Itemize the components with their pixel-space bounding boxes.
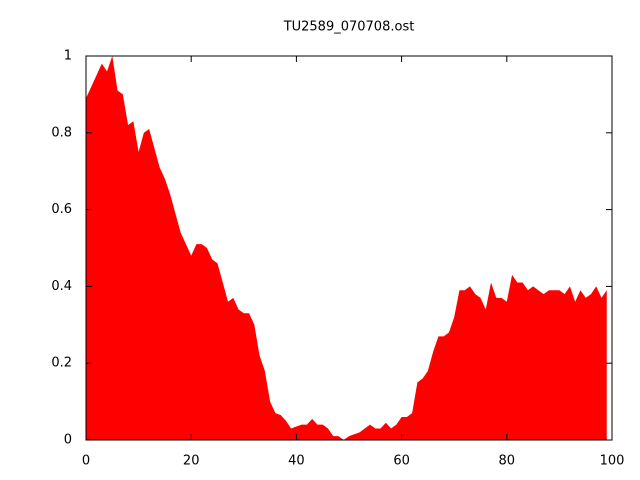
x-tick-label: 0 [82, 454, 90, 469]
x-tick-label: 20 [183, 454, 200, 469]
y-tick-label: 0 [64, 433, 72, 448]
y-tick-label: 1 [64, 49, 72, 64]
y-tick-label: 0.6 [51, 202, 72, 217]
x-tick-label: 100 [600, 454, 625, 469]
chart-title: TU2589_070708.ost [283, 20, 415, 35]
y-tick-label: 0.8 [51, 125, 72, 140]
x-tick-label: 40 [288, 454, 305, 469]
plot-border [85, 55, 613, 441]
x-tick-label: 60 [393, 454, 410, 469]
area [86, 56, 607, 440]
y-tick-label: 0.2 [51, 356, 72, 371]
y-tick-label: 0.4 [51, 279, 72, 294]
x-tick-label: 80 [499, 454, 516, 469]
